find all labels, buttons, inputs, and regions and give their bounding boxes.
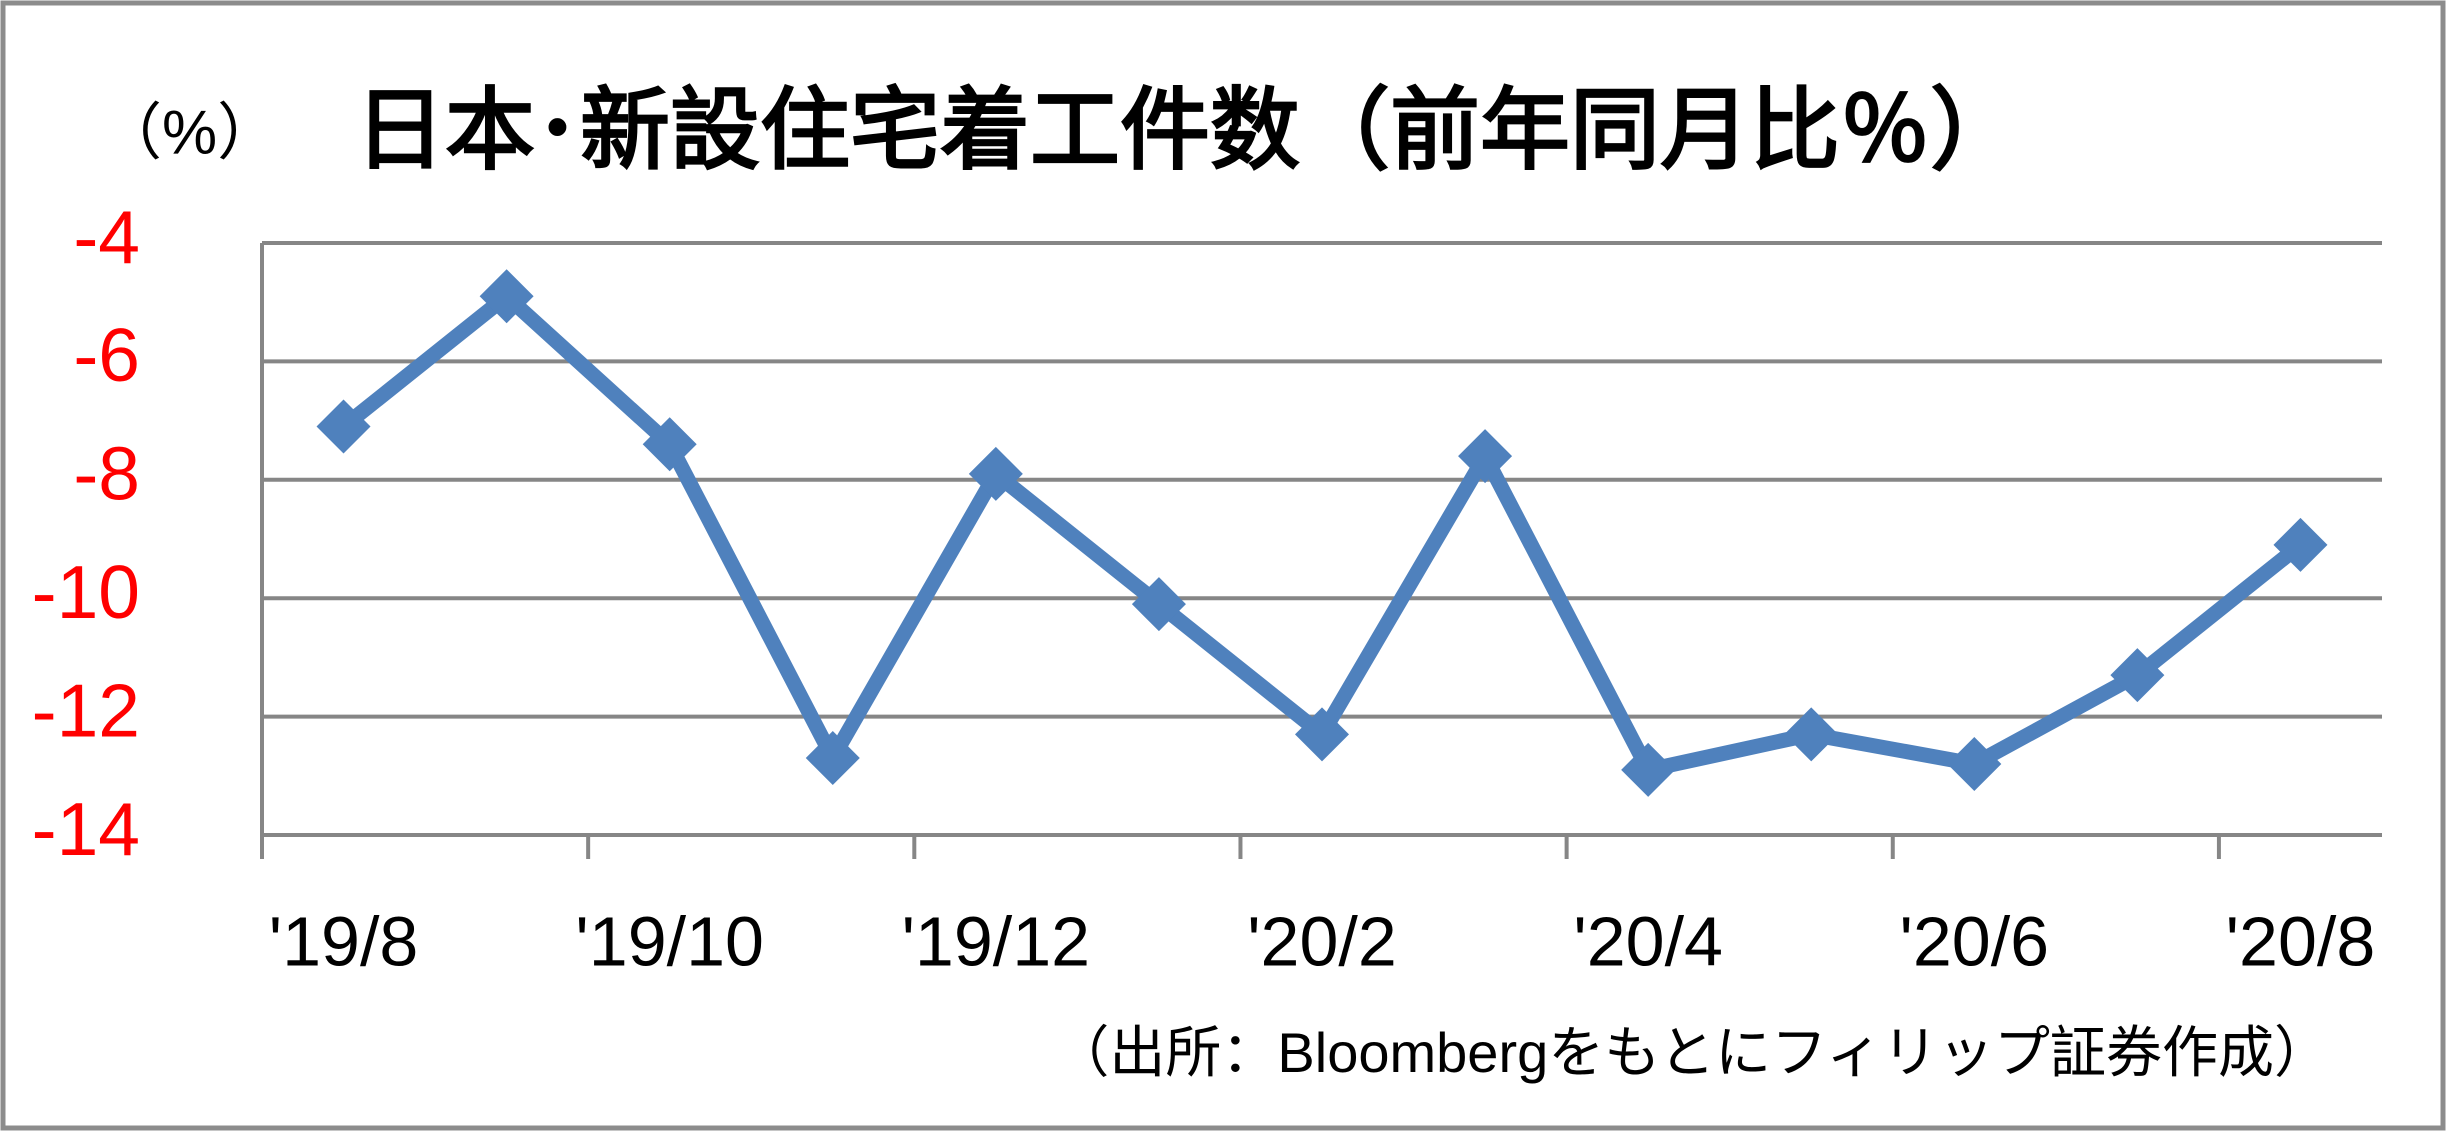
x-tick-label: '20/8 <box>2226 902 2376 980</box>
data-marker <box>642 417 697 472</box>
y-tick-label: -8 <box>73 432 140 516</box>
data-marker <box>968 446 1023 501</box>
source-note: （出所：Bloombergをもとにフィリップ証券作成） <box>1053 1021 2330 1084</box>
data-marker <box>1458 429 1513 484</box>
data-marker <box>2273 517 2328 572</box>
y-unit-label: （%） <box>100 98 279 167</box>
data-marker <box>2110 648 2165 703</box>
x-tick-label: '20/2 <box>1247 902 1397 980</box>
data-marker <box>1295 707 1349 762</box>
y-tick-label: -12 <box>32 668 140 752</box>
data-marker <box>1131 577 1186 632</box>
x-tick-label: '19/10 <box>575 902 764 980</box>
y-tick-label: -10 <box>32 550 140 634</box>
x-tick-label: '19/12 <box>902 902 1091 980</box>
data-marker <box>1784 707 1839 762</box>
y-tick-label: -4 <box>73 195 140 279</box>
chart-title: 日本･新設住宅着工件数（前年同月比％） <box>355 81 2020 181</box>
data-marker <box>316 399 371 454</box>
x-tick-label: '19/8 <box>269 902 419 980</box>
y-tick-label: -6 <box>73 313 140 397</box>
data-marker <box>1947 736 2002 791</box>
x-tick-label: '20/6 <box>1900 902 2050 980</box>
x-tick-label: '20/4 <box>1573 902 1723 980</box>
data-marker <box>479 269 534 324</box>
data-marker <box>805 731 860 786</box>
y-tick-label: -14 <box>32 787 140 871</box>
data-marker <box>1621 742 1676 797</box>
